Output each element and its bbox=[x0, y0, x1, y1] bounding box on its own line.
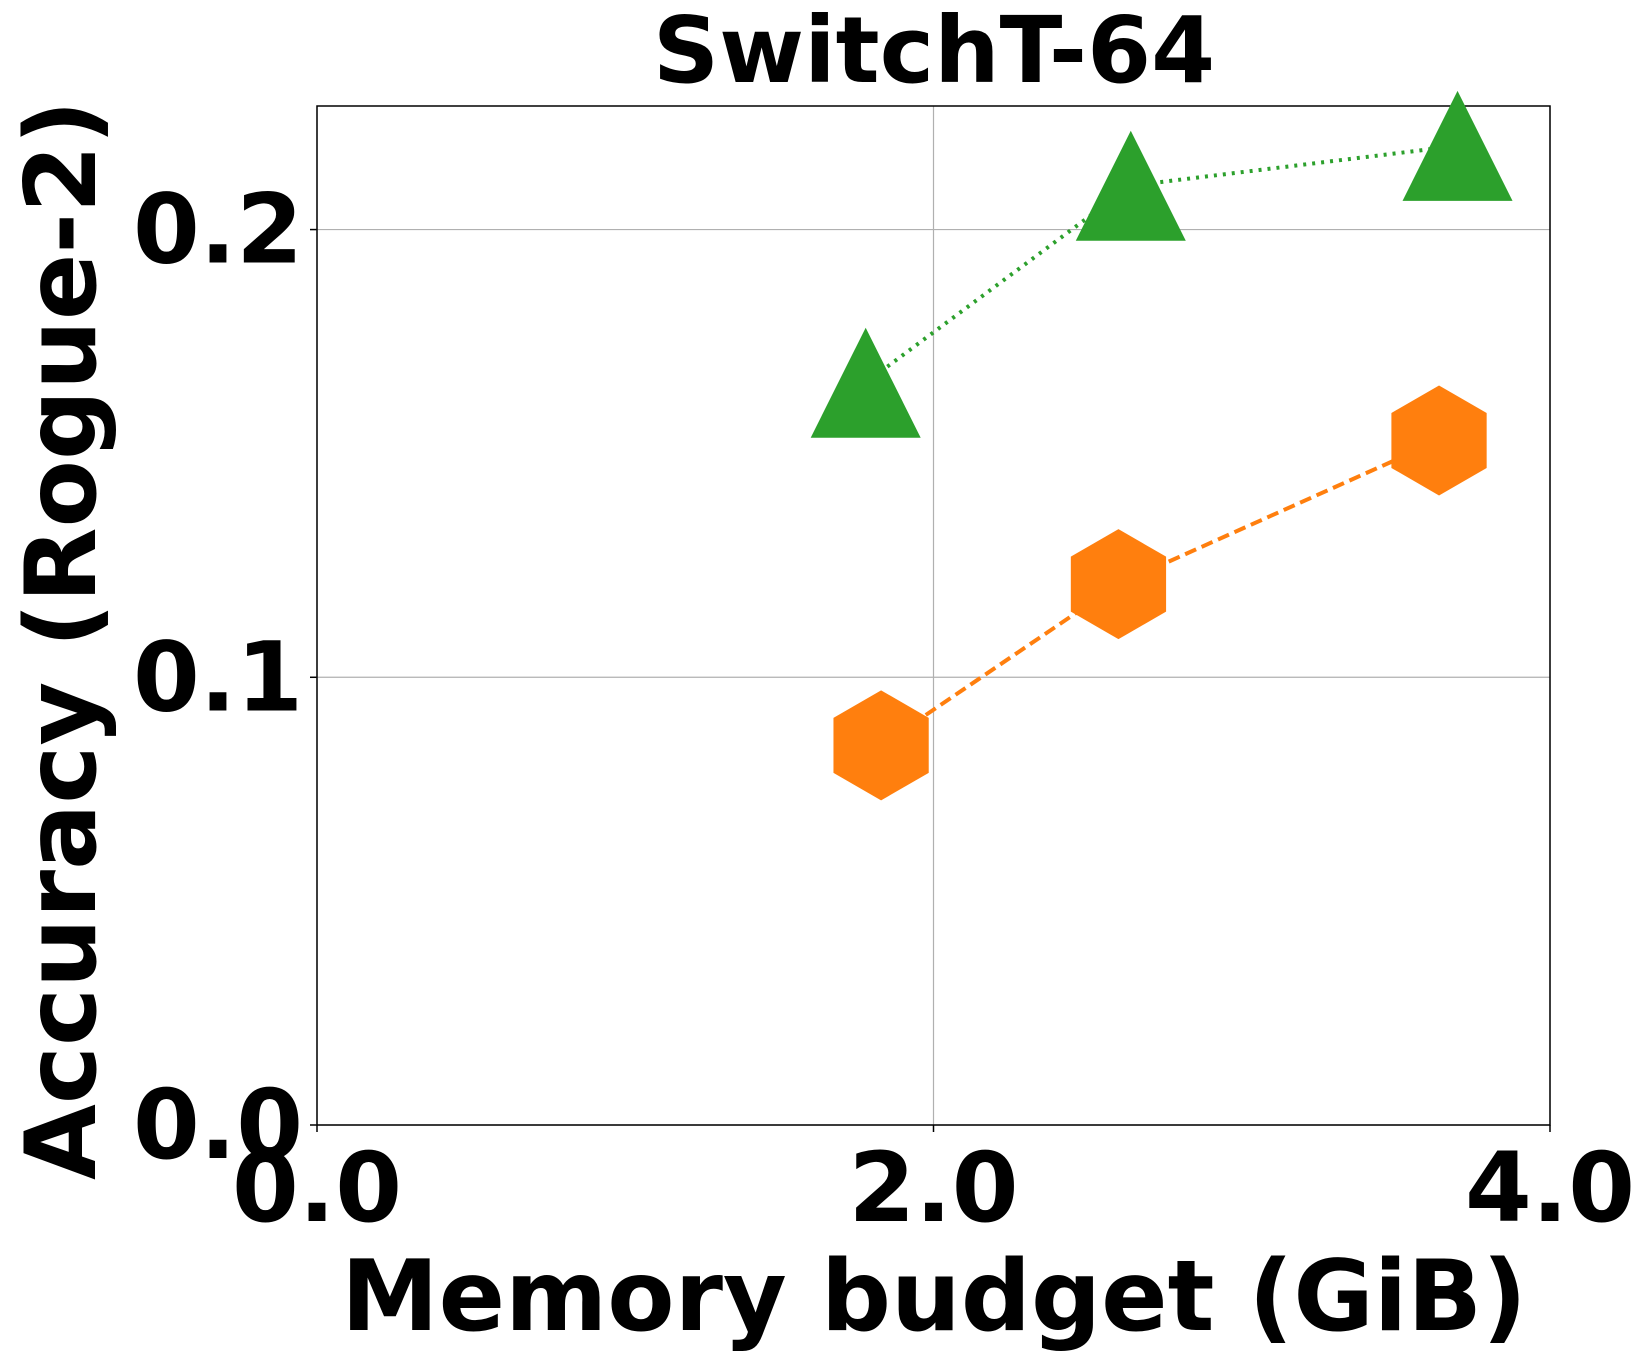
y-tick-label: 0.1 bbox=[133, 621, 303, 733]
x-axis-label: Memory budget (GiB) bbox=[341, 1240, 1527, 1354]
series-line bbox=[879, 438, 1440, 747]
point bbox=[810, 327, 921, 438]
point bbox=[1402, 90, 1513, 201]
point bbox=[1391, 385, 1487, 496]
x-tick-label: 0.0 bbox=[232, 1132, 402, 1244]
point bbox=[1075, 130, 1186, 241]
y-tick-label: 0.2 bbox=[133, 174, 303, 286]
series-line bbox=[864, 143, 1458, 385]
point bbox=[833, 690, 929, 801]
x-tick-label: 2.0 bbox=[848, 1132, 1018, 1244]
y-axis-label: Accuracy (Rogue-2) bbox=[5, 100, 119, 1180]
y-tick-label: 0.0 bbox=[133, 1069, 303, 1181]
x-tick-label: 4.0 bbox=[1465, 1132, 1635, 1244]
chart-title: SwitchT-64 bbox=[653, 0, 1215, 104]
plot-frame bbox=[316, 105, 1551, 1126]
point bbox=[1070, 529, 1167, 640]
